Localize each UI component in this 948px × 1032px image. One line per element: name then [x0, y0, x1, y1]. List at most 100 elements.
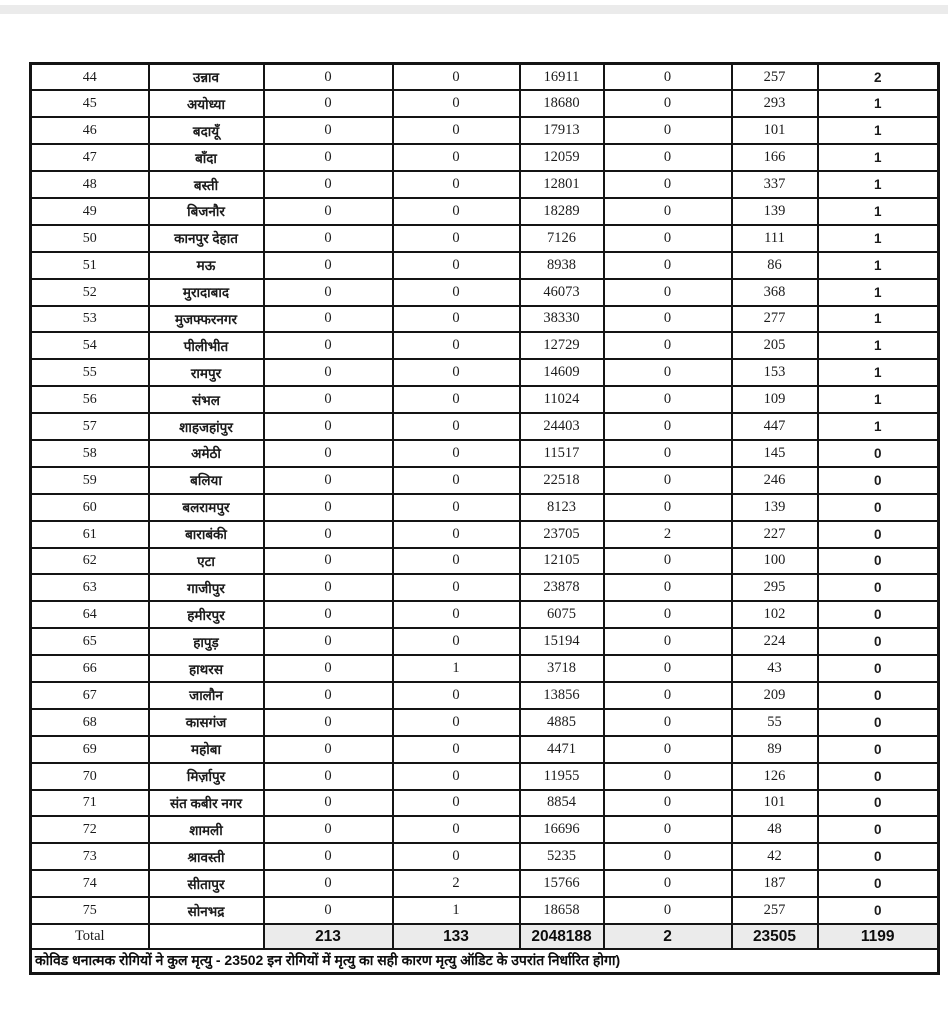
value-cell-c5: 18658 [518, 896, 605, 925]
district-name-cell: हापुड़ [147, 627, 265, 657]
table-row: 73 श्रावस्ती 0 0 5235 0 42 0 [29, 842, 940, 872]
value-cell-c7: 100 [730, 546, 819, 576]
value-cell-c5: 12105 [518, 546, 605, 576]
value-cell-c3: 0 [262, 250, 394, 280]
table-row: 71 संत कबीर नगर 0 0 8854 0 101 0 [29, 788, 940, 818]
value-cell-c3: 0 [262, 788, 394, 818]
district-name-cell: एटा [147, 546, 265, 576]
value-cell-c8: 1 [816, 331, 940, 361]
value-cell-c8: 1 [816, 412, 940, 441]
value-cell-c8: 0 [816, 654, 940, 683]
value-cell-c6: 0 [602, 680, 733, 710]
value-cell-c6: 0 [602, 331, 733, 361]
value-cell-c4: 2 [391, 869, 521, 899]
value-cell-c7: 277 [730, 304, 819, 334]
value-cell-c4: 0 [391, 277, 521, 307]
value-cell-c3: 0 [262, 680, 394, 710]
value-cell-c6: 0 [602, 277, 733, 307]
total-blank-cell [147, 923, 265, 950]
value-cell-c8: 0 [816, 788, 940, 818]
value-cell-c8: 0 [816, 492, 940, 522]
value-cell-c5: 12729 [518, 331, 605, 361]
value-cell-c7: 447 [730, 412, 819, 441]
value-cell-c4: 0 [391, 734, 521, 764]
value-cell-c7: 257 [730, 62, 819, 92]
footnote-text: कोविड धनात्मक रोगियों ने कुल मृत्यु - 23… [29, 948, 940, 974]
page-top-divider [0, 5, 948, 14]
value-cell-c6: 2 [602, 519, 733, 549]
serial-number-cell: 44 [29, 62, 150, 92]
value-cell-c4: 0 [391, 627, 521, 657]
serial-number-cell: 56 [29, 385, 150, 415]
value-cell-c7: 86 [730, 250, 819, 280]
value-cell-c4: 0 [391, 412, 521, 441]
value-cell-c4: 0 [391, 358, 521, 388]
value-cell-c3: 0 [262, 170, 394, 199]
serial-number-cell: 73 [29, 842, 150, 872]
table-row: 68 कासगंज 0 0 4885 0 55 0 [29, 707, 940, 737]
value-cell-c6: 0 [602, 223, 733, 253]
district-name-cell: शामली [147, 815, 265, 845]
value-cell-c6: 0 [602, 707, 733, 737]
table-row: 49 बिजनौर 0 0 18289 0 139 1 [29, 196, 940, 226]
serial-number-cell: 64 [29, 600, 150, 630]
value-cell-c8: 1 [816, 277, 940, 307]
value-cell-c5: 12801 [518, 170, 605, 199]
table-row: 56 संभल 0 0 11024 0 109 1 [29, 385, 940, 415]
value-cell-c3: 0 [262, 331, 394, 361]
value-cell-c7: 293 [730, 89, 819, 119]
district-table-container: 44 उन्नाव 0 0 16911 0 257 2 45 अयोध्या 0… [29, 62, 940, 975]
table-row: 64 हमीरपुर 0 0 6075 0 102 0 [29, 600, 940, 630]
total-value-c6: 2 [602, 923, 733, 950]
table-row: 45 अयोध्या 0 0 18680 0 293 1 [29, 89, 940, 119]
value-cell-c5: 11024 [518, 385, 605, 415]
value-cell-c7: 101 [730, 788, 819, 818]
value-cell-c3: 0 [262, 761, 394, 791]
value-cell-c4: 0 [391, 492, 521, 522]
table-row: 63 गाजीपुर 0 0 23878 0 295 0 [29, 573, 940, 603]
value-cell-c3: 0 [262, 627, 394, 657]
value-cell-c3: 0 [262, 815, 394, 845]
value-cell-c5: 8854 [518, 788, 605, 818]
district-name-cell: पीलीभीत [147, 331, 265, 361]
value-cell-c7: 205 [730, 331, 819, 361]
value-cell-c5: 18289 [518, 196, 605, 226]
district-name-cell: अमेठी [147, 438, 265, 468]
serial-number-cell: 58 [29, 438, 150, 468]
value-cell-c6: 0 [602, 116, 733, 146]
value-cell-c4: 0 [391, 385, 521, 415]
value-cell-c6: 0 [602, 438, 733, 468]
value-cell-c3: 0 [262, 573, 394, 603]
value-cell-c5: 16696 [518, 815, 605, 845]
value-cell-c3: 0 [262, 896, 394, 925]
value-cell-c6: 0 [602, 170, 733, 199]
value-cell-c4: 0 [391, 89, 521, 119]
value-cell-c8: 0 [816, 573, 940, 603]
value-cell-c4: 0 [391, 438, 521, 468]
value-cell-c7: 187 [730, 869, 819, 899]
value-cell-c6: 0 [602, 143, 733, 173]
table-row: 59 बलिया 0 0 22518 0 246 0 [29, 465, 940, 495]
value-cell-c6: 0 [602, 761, 733, 791]
value-cell-c4: 0 [391, 196, 521, 226]
value-cell-c6: 0 [602, 385, 733, 415]
value-cell-c6: 0 [602, 815, 733, 845]
serial-number-cell: 65 [29, 627, 150, 657]
value-cell-c5: 12059 [518, 143, 605, 173]
value-cell-c4: 0 [391, 573, 521, 603]
footnote-row: कोविड धनात्मक रोगियों ने कुल मृत्यु - 23… [29, 948, 940, 974]
value-cell-c7: 227 [730, 519, 819, 549]
district-data-table: 44 उन्नाव 0 0 16911 0 257 2 45 अयोध्या 0… [29, 62, 940, 975]
value-cell-c3: 0 [262, 223, 394, 253]
table-row: 52 मुरादाबाद 0 0 46073 0 368 1 [29, 277, 940, 307]
value-cell-c6: 0 [602, 358, 733, 388]
value-cell-c6: 0 [602, 89, 733, 119]
table-row: 44 उन्नाव 0 0 16911 0 257 2 [29, 62, 940, 92]
district-name-cell: शाहजहांपुर [147, 412, 265, 441]
value-cell-c5: 38330 [518, 304, 605, 334]
value-cell-c4: 0 [391, 331, 521, 361]
value-cell-c3: 0 [262, 304, 394, 334]
serial-number-cell: 62 [29, 546, 150, 576]
value-cell-c4: 0 [391, 170, 521, 199]
